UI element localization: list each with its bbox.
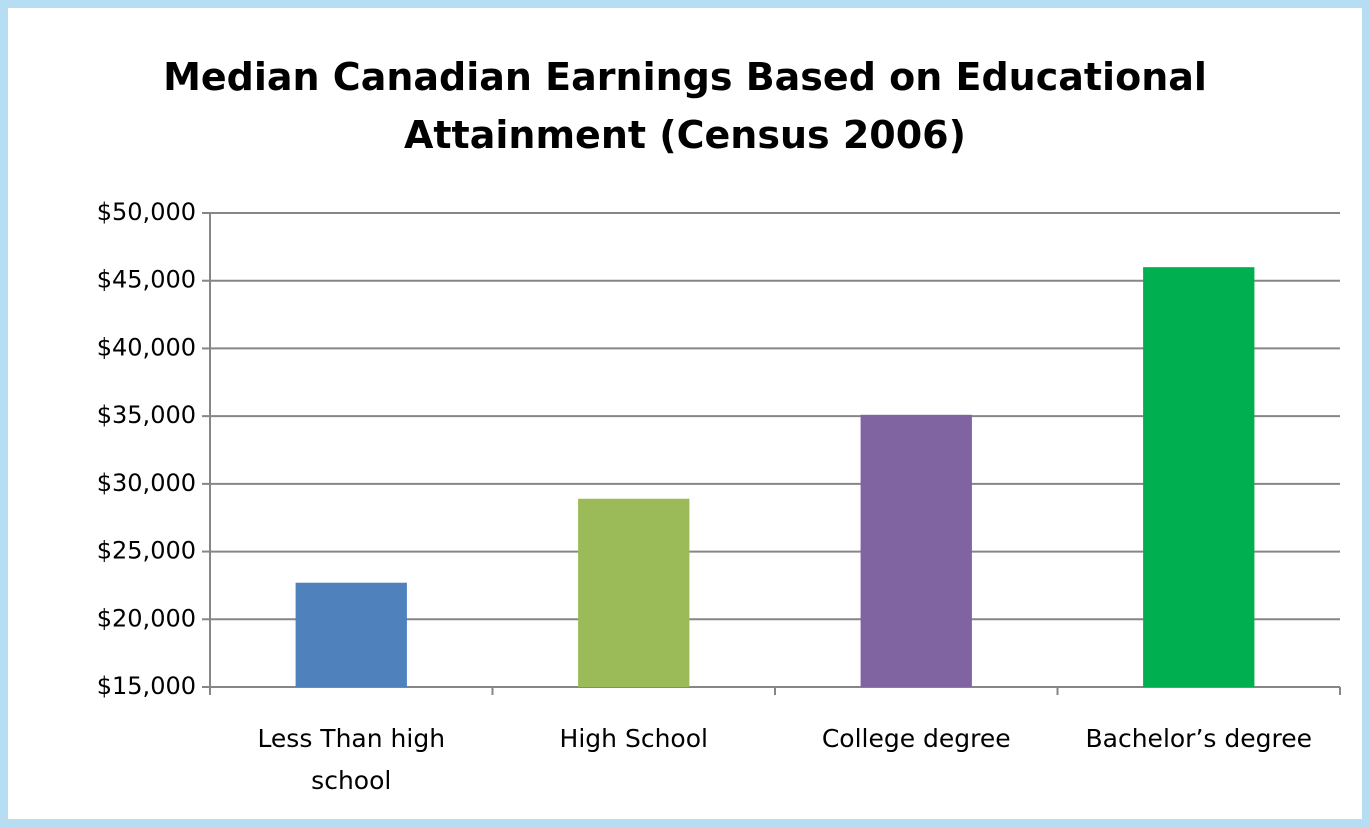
x-tick-label: College degree <box>821 724 1011 753</box>
y-tick-label: $50,000 <box>97 198 196 226</box>
x-tick-label: Bachelor’s degree <box>1085 724 1313 753</box>
x-tick-label: Less Than high school <box>257 724 446 795</box>
y-tick-label: $45,000 <box>97 266 196 294</box>
bar <box>295 582 407 687</box>
y-tick-label: $20,000 <box>97 604 196 632</box>
y-tick-label: $25,000 <box>97 537 196 565</box>
chart-title: Median Canadian Earnings Based on Educat… <box>163 55 1207 157</box>
x-tick-label: High School <box>559 724 708 753</box>
bar <box>860 414 972 687</box>
y-tick-label: $35,000 <box>97 401 196 429</box>
y-tick-label: $15,000 <box>97 672 196 700</box>
bar <box>578 498 690 687</box>
y-tick-label: $30,000 <box>97 469 196 497</box>
bar <box>1143 267 1255 687</box>
y-tick-label: $40,000 <box>97 333 196 361</box>
